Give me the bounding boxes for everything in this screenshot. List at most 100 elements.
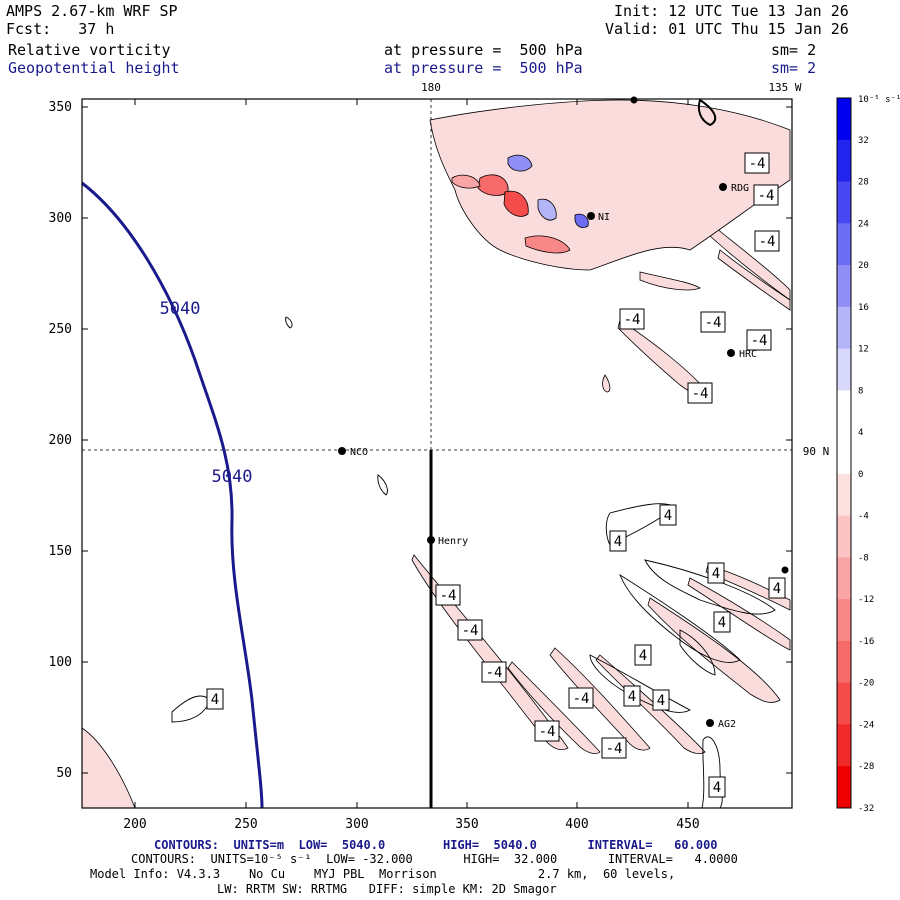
y-tick-label: 150 (49, 544, 72, 559)
y-tick-label: 50 (56, 766, 72, 781)
station-name: RDG (731, 183, 749, 194)
vorticity-contour-label: 4 (623, 685, 641, 707)
vorticity-contour-label: 4 (659, 504, 677, 526)
label-text: 4 (718, 615, 726, 631)
label-text: -4 (759, 234, 776, 250)
label-text: -4 (749, 156, 766, 172)
colorbar-tick-label: 20 (858, 261, 869, 271)
vorticity-contour-label: -4 (754, 230, 780, 252)
model-title: AMPS 2.67-km WRF SP (6, 2, 178, 20)
label-box (619, 308, 645, 330)
label-box (652, 689, 670, 711)
label-box (457, 619, 483, 641)
x-tick-label: 300 (345, 817, 368, 832)
colorbar-swatch (837, 265, 851, 308)
y-tick-label: 100 (49, 655, 72, 670)
label-text: -4 (624, 312, 641, 328)
label-box (623, 685, 641, 707)
label-text: 4 (773, 581, 781, 597)
colorbar-swatch (837, 223, 851, 266)
geopotential-height-contour (81, 181, 264, 809)
field2-smoothing: sm= 2 (771, 59, 817, 77)
label-box (754, 230, 780, 252)
init-time: Init: 12 UTC Tue 13 Jan 26 (614, 2, 849, 20)
station-name: AG2 (718, 719, 736, 730)
label-text: 4 (664, 508, 672, 524)
colorbar-swatch (837, 515, 851, 558)
label-box (708, 776, 726, 798)
label-text: 4 (712, 566, 720, 582)
field1-level: at pressure = 500 hPa (384, 41, 583, 59)
vorticity-contour-label: 4 (713, 611, 731, 633)
x-axis-ticks (134, 99, 689, 808)
label-box (634, 644, 652, 666)
station-name: NCO (350, 447, 368, 458)
label-text: 4 (628, 689, 636, 705)
station-marker-icon (338, 447, 346, 455)
footer-physics-info: LW: RRTM SW: RRTMG DIFF: simple KM: 2D S… (217, 882, 557, 896)
y-axis-ticks (82, 106, 792, 774)
vorticity-contour-label: -4 (457, 619, 483, 641)
label-text: 4 (657, 693, 665, 709)
y-tick-label: 350 (49, 100, 72, 115)
label-text: -4 (573, 691, 590, 707)
station-rdg: RDG (719, 183, 749, 194)
colorbar: 32 28 24 20 16 12 8 4 0 -4 -8 -12 -16 -20 -24 -28 -32 (836, 97, 874, 814)
label-box (534, 720, 560, 742)
colorbar-tick-label: -24 (858, 720, 874, 730)
x-tick-label: 400 (565, 817, 588, 832)
colorbar-swatch (837, 432, 851, 475)
vorticity-contour-label: 4 (634, 644, 652, 666)
station-name: NI (598, 212, 610, 223)
colorbar-frame (836, 97, 852, 809)
label-box (435, 584, 461, 606)
x-tick-label: 250 (234, 817, 257, 832)
vorticity-contour-label: -4 (534, 720, 560, 742)
label-box (707, 562, 725, 584)
vorticity-contour-label: -4 (601, 737, 627, 759)
station-marker-icon (587, 212, 595, 220)
colorbar-tick-label: 4 (858, 428, 863, 438)
longitude-label-135w: 135 W (768, 81, 801, 94)
footer-model-info: Model Info: V4.3.3 No Cu MYJ PBL Morriso… (90, 867, 676, 881)
colorbar-swatch (837, 390, 851, 433)
x-tick-label: 200 (123, 817, 146, 832)
label-box (700, 311, 726, 333)
colorbar-swatch (837, 682, 851, 725)
colorbar-tick-label: 32 (858, 136, 869, 146)
label-box (568, 687, 594, 709)
vorticity-positive-contours (171, 316, 776, 809)
vorticity-contour-label: -4 (481, 661, 507, 683)
label-text: 4 (639, 648, 647, 664)
colorbar-swatch (837, 724, 851, 767)
vorticity-contour-label: 4 (768, 577, 786, 599)
vorticity-strong-cores (451, 154, 589, 254)
station-marker-icon (727, 349, 735, 357)
vorticity-contour-label: -4 (687, 382, 713, 404)
footer-height-contours: CONTOURS: UNITS=m LOW= 5040.0 HIGH= 5040… (154, 838, 718, 852)
label-text: -4 (486, 665, 503, 681)
y-tick-label: 200 (49, 433, 72, 448)
label-text: -4 (692, 386, 709, 402)
vorticity-negative-shading (81, 99, 791, 809)
label-box (744, 152, 770, 174)
label-text: 4 (713, 780, 721, 796)
colorbar-tick-label: -16 (858, 637, 874, 647)
valid-time: Valid: 01 UTC Thu 15 Jan 26 (605, 20, 849, 38)
label-box (768, 577, 786, 599)
height-contour-label: 5040 (160, 299, 201, 319)
colorbar-tick-label: 8 (858, 386, 863, 396)
vorticity-contour-label: 4 (206, 688, 224, 710)
station-hrc: HRC (727, 349, 757, 360)
station-henry: Henry (427, 536, 468, 547)
longitude-label-180: 180 (421, 81, 441, 94)
vorticity-contour-label: -4 (753, 184, 779, 206)
colorbar-swatch (837, 98, 851, 141)
label-text: -4 (440, 588, 457, 604)
label-text: -4 (705, 315, 722, 331)
field2-name: Geopotential height (8, 59, 180, 77)
colorbar-tick-label: 12 (858, 345, 869, 355)
colorbar-swatch (837, 306, 851, 350)
station-ni: NI (587, 212, 610, 223)
